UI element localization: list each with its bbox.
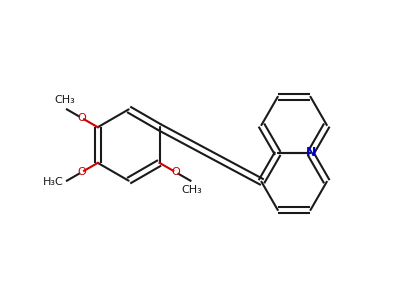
Text: O: O xyxy=(77,167,86,177)
Text: O: O xyxy=(172,167,180,177)
Text: O: O xyxy=(77,113,86,123)
Text: CH₃: CH₃ xyxy=(55,95,76,105)
Text: CH₃: CH₃ xyxy=(182,185,202,195)
Text: H₃C: H₃C xyxy=(42,177,63,187)
Text: N: N xyxy=(306,146,317,159)
